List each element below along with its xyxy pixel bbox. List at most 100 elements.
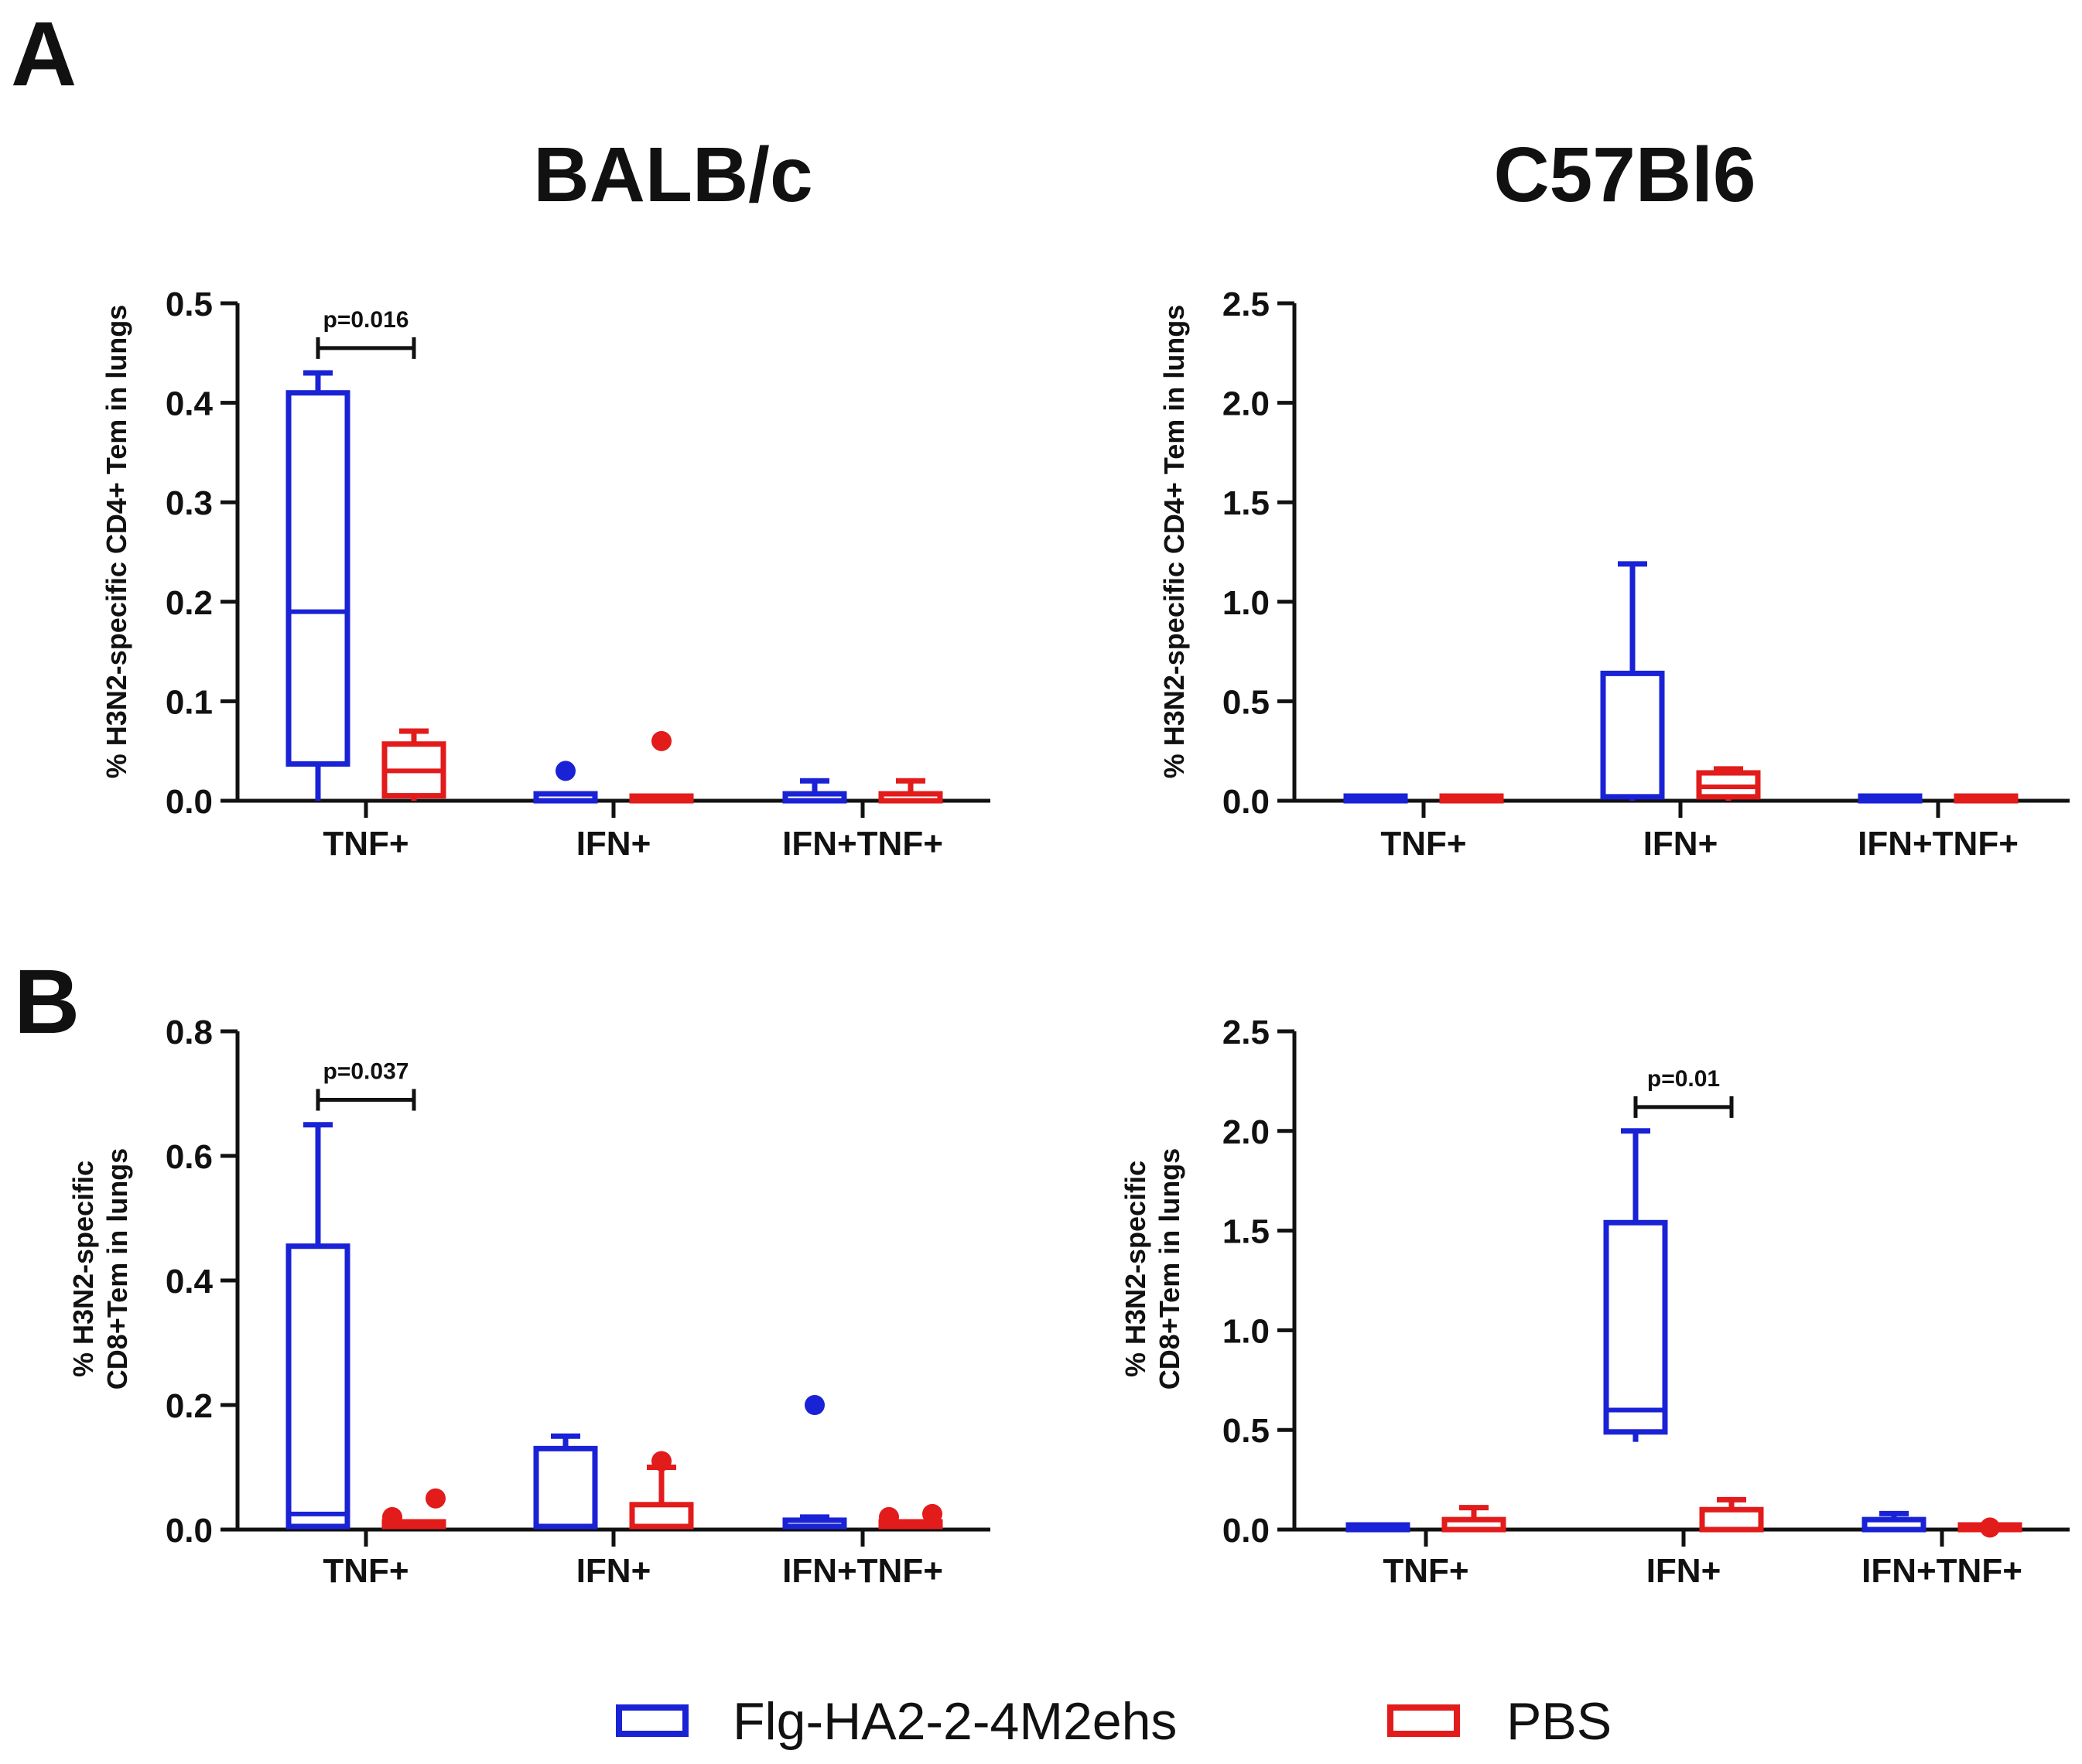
y-tick-label: 1.5 xyxy=(1222,1213,1270,1251)
y-axis-label: % H3N2-specific CD4+ Tem in lungs xyxy=(101,305,132,779)
box xyxy=(1345,1522,1410,1533)
box xyxy=(285,390,350,767)
y-axis-label-line: CD8+Tem in lungs xyxy=(101,1148,133,1390)
box-plot xyxy=(381,728,446,801)
box xyxy=(878,1519,943,1530)
y-tick-label: 0.0 xyxy=(1222,1512,1270,1550)
box-plot xyxy=(285,1122,350,1530)
box-plot xyxy=(782,778,847,804)
column-title-balbc: BALB/c xyxy=(533,132,812,218)
box-plot xyxy=(533,761,598,804)
box xyxy=(1603,1219,1668,1435)
box xyxy=(629,793,694,804)
legend-label-flg: Flg-HA2-2-4M2ehs xyxy=(733,1692,1177,1751)
legend-item-flg: Flg-HA2-2-4M2ehs xyxy=(616,1692,1177,1751)
p-value-label: p=0.016 xyxy=(323,307,409,333)
x-tick-label: IFN+ xyxy=(1643,825,1718,863)
box-plot xyxy=(1343,793,1408,804)
x-tick-label: TNF+ xyxy=(1383,1552,1468,1590)
chart-b-balbc: 0.0 0.2 0.4 0.6 0.8 TNF+ IFN+ IFN+TNF+ % H3N2-sp… xyxy=(67,1014,990,1590)
box-plot xyxy=(1858,793,1923,804)
y-axis-label-line: CD8+Tem in lungs xyxy=(1154,1148,1185,1390)
legend-swatch-pbs xyxy=(1387,1704,1460,1737)
y-axis-label: % H3N2-specificCD8+Tem in lungs xyxy=(67,1148,133,1390)
y-tick-label: 0.2 xyxy=(166,584,213,622)
box-plot xyxy=(1439,793,1504,804)
x-tick-label: TNF+ xyxy=(323,1552,409,1590)
y-tick-label: 2.5 xyxy=(1222,285,1270,323)
box xyxy=(381,1519,446,1530)
legend-item-pbs: PBS xyxy=(1387,1692,1612,1751)
significance-bracket: p=0.037 xyxy=(316,1059,416,1111)
y-tick-label: 1.5 xyxy=(1222,484,1270,522)
y-axis-label-line: % H3N2-specific CD4+ Tem in lungs xyxy=(1158,305,1190,779)
box xyxy=(782,1517,847,1530)
x-tick-label: IFN+TNF+ xyxy=(782,825,943,863)
x-tick-label: IFN+ xyxy=(576,1552,651,1590)
box-plot xyxy=(1345,1522,1410,1533)
box-plot xyxy=(1957,1517,2022,1538)
y-axis-label-line: % H3N2-specific CD4+ Tem in lungs xyxy=(101,305,132,779)
y-tick-label: 0.0 xyxy=(166,1512,213,1550)
box xyxy=(533,1445,598,1530)
panel-label-a: A xyxy=(11,3,77,105)
box xyxy=(1954,793,2019,804)
box-plot xyxy=(1600,561,1665,801)
box-plot xyxy=(629,730,694,804)
box-plot xyxy=(782,1395,847,1530)
y-axis-label: % H3N2-specific CD4+ Tem in lungs xyxy=(1158,305,1190,779)
panel-label-b: B xyxy=(14,951,80,1053)
y-tick-label: 2.0 xyxy=(1222,385,1270,423)
y-tick-label: 0.5 xyxy=(166,285,213,323)
outlier-point xyxy=(651,730,672,751)
y-tick-label: 0.0 xyxy=(1222,783,1270,821)
box-plot xyxy=(878,1503,943,1530)
box xyxy=(1441,1516,1506,1533)
box xyxy=(533,791,598,804)
significance-bracket: p=0.01 xyxy=(1633,1066,1734,1118)
box xyxy=(1439,793,1504,804)
legend: Flg-HA2-2-4M2ehs PBS xyxy=(616,1692,1612,1751)
box xyxy=(1600,670,1665,800)
outlier-point xyxy=(805,1395,825,1415)
outlier-point xyxy=(922,1503,942,1524)
y-axis-label: % H3N2-specificCD8+Tem in lungs xyxy=(1120,1148,1185,1390)
y-tick-label: 1.0 xyxy=(1222,1312,1270,1350)
chart-a-balbc: 0.0 0.1 0.2 0.3 0.4 0.5 TNF+ IFN+ IFN+TNF+ % H3N2… xyxy=(101,285,990,863)
box xyxy=(1858,793,1923,804)
outlier-point xyxy=(879,1506,899,1527)
y-tick-label: 0.4 xyxy=(166,1263,214,1301)
outlier-point xyxy=(426,1488,446,1509)
outlier-point xyxy=(556,761,576,781)
y-tick-label: 2.0 xyxy=(1222,1113,1270,1151)
x-tick-label: IFN+ xyxy=(1646,1552,1721,1590)
box-plot xyxy=(1954,793,2019,804)
p-value-label: p=0.037 xyxy=(323,1059,409,1085)
y-tick-label: 0.6 xyxy=(166,1138,213,1176)
box xyxy=(285,1243,350,1530)
y-tick-label: 0.0 xyxy=(166,783,213,821)
box-plot xyxy=(629,1451,694,1530)
column-title-c57bl6: C57Bl6 xyxy=(1493,132,1756,218)
box-plot xyxy=(1696,766,1761,801)
x-tick-label: TNF+ xyxy=(1380,825,1466,863)
y-tick-label: 0.1 xyxy=(166,683,213,721)
box-plot xyxy=(878,778,943,804)
box-plot xyxy=(533,1433,598,1530)
x-tick-label: IFN+TNF+ xyxy=(782,1552,943,1590)
box xyxy=(629,1502,694,1530)
y-tick-label: 0.4 xyxy=(166,385,214,423)
box-plot xyxy=(1699,1496,1764,1533)
y-tick-label: 0.3 xyxy=(166,484,213,522)
box-plot xyxy=(381,1488,446,1530)
y-tick-label: 0.8 xyxy=(166,1014,213,1051)
outlier-point xyxy=(382,1506,402,1527)
y-tick-label: 2.5 xyxy=(1222,1014,1270,1051)
chart-b-c57bl6: 0.0 0.5 1.0 1.5 2.0 2.5 TNF+ IFN+ IFN+TNF+ % H3N2… xyxy=(1120,1014,2070,1590)
box xyxy=(782,791,847,804)
outlier-point xyxy=(1980,1517,2000,1538)
box xyxy=(1861,1516,1926,1533)
y-tick-label: 0.2 xyxy=(166,1387,213,1425)
legend-label-pbs: PBS xyxy=(1506,1692,1612,1751)
